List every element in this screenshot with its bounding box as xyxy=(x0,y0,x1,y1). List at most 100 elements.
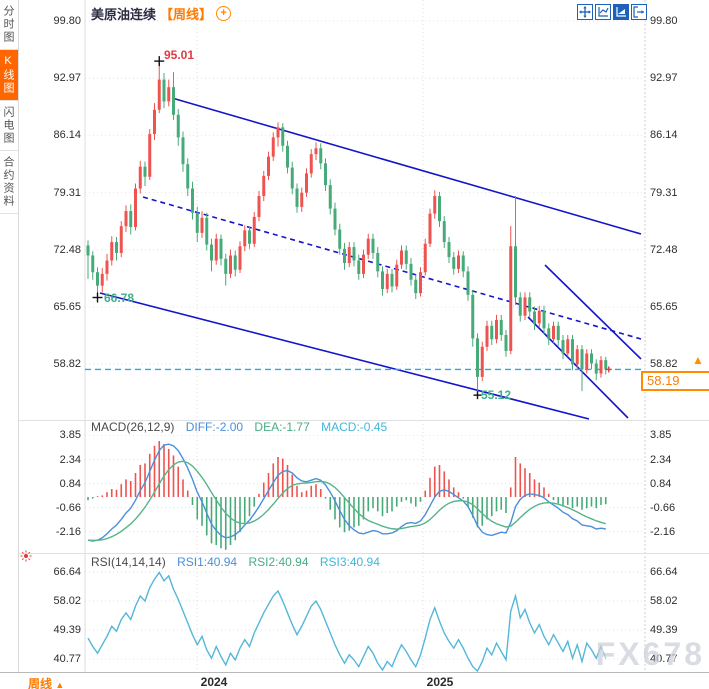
candle xyxy=(290,167,294,189)
candle xyxy=(547,328,551,340)
candle xyxy=(533,311,536,324)
macd-name: MACD(26,12,9) xyxy=(91,420,175,434)
candle xyxy=(328,185,332,209)
macd-y-axis-label: 2.34 xyxy=(59,453,81,466)
candle xyxy=(119,226,123,253)
candle xyxy=(466,271,470,295)
trend-line xyxy=(527,316,629,419)
candle xyxy=(366,238,370,255)
candle xyxy=(552,325,555,340)
macd-dea-line xyxy=(87,460,606,542)
rsi-name: RSI(14,14,14) xyxy=(91,555,166,569)
candle xyxy=(229,255,232,274)
main-y-axis-label: 79.31 xyxy=(650,186,678,199)
candle xyxy=(172,87,175,115)
trend-line xyxy=(544,264,642,360)
separator-macd-rsi[interactable] xyxy=(18,553,709,554)
candle xyxy=(423,243,427,273)
candle xyxy=(447,242,451,258)
candle xyxy=(110,242,114,261)
candle xyxy=(352,247,356,261)
candle xyxy=(214,238,218,261)
exit-right-icon[interactable] xyxy=(631,4,647,20)
sidebar-tab-lightning-chart[interactable]: 闪电图 xyxy=(0,101,18,151)
candle xyxy=(305,173,308,193)
macd-diff-line xyxy=(87,443,606,542)
candle xyxy=(485,325,489,347)
candle xyxy=(599,360,603,374)
main-y-axis-label: 58.82 xyxy=(53,358,81,371)
candle xyxy=(461,255,465,272)
rsi-header: RSI(14,14,14) RSI1:40.94 RSI2:40.94 RSI3… xyxy=(91,555,380,569)
candle xyxy=(537,310,541,324)
macd-y-axis-label: -2.16 xyxy=(55,525,81,538)
candle xyxy=(281,127,285,146)
axis-scale-icon[interactable] xyxy=(595,4,611,20)
candle xyxy=(409,263,413,280)
candle xyxy=(433,196,437,214)
pan-crosshair-icon[interactable] xyxy=(577,4,593,20)
macd-y-axis-label: -0.66 xyxy=(55,501,81,514)
macd-dea-value: DEA:-1.77 xyxy=(254,420,310,434)
candle xyxy=(257,196,261,217)
candle xyxy=(86,245,90,256)
candle xyxy=(176,114,180,138)
candle xyxy=(300,192,304,207)
macd-y-axis-label: 3.85 xyxy=(59,429,81,442)
candle xyxy=(271,137,275,157)
candle xyxy=(556,325,560,341)
indicator-settings-icon[interactable] xyxy=(20,549,32,567)
candle xyxy=(575,349,579,365)
sidebar-tab-time-chart[interactable]: 分时图 xyxy=(0,0,18,50)
candle xyxy=(267,156,270,176)
candle xyxy=(561,340,565,354)
candle xyxy=(210,244,213,261)
candle xyxy=(276,127,280,138)
candle xyxy=(153,109,156,135)
trend-line xyxy=(99,292,590,420)
chart-toolbar xyxy=(577,4,647,20)
candle xyxy=(148,134,152,177)
candle xyxy=(381,271,384,289)
main-y-axis-label: 99.80 xyxy=(650,15,678,27)
candle xyxy=(585,353,589,370)
candle xyxy=(523,297,527,316)
chart-title-bar: 美原油连续 【周线】 + xyxy=(91,4,232,23)
candle xyxy=(414,279,418,294)
candle xyxy=(509,246,513,351)
timeframe-selector[interactable]: 周线 ▲ xyxy=(28,677,65,689)
sidebar-tab-contract-info[interactable]: 合约资料 xyxy=(0,151,18,214)
candle xyxy=(195,212,199,233)
sidebar-tab-kline-chart[interactable]: K线图 xyxy=(0,50,18,101)
main-y-axis-label: 92.97 xyxy=(53,72,81,85)
candle xyxy=(400,250,403,265)
current-price-badge: 58.19 xyxy=(641,371,709,392)
macd-diff-value: DIFF:-2.00 xyxy=(185,420,244,434)
candle xyxy=(395,264,399,287)
candle xyxy=(518,297,522,316)
candle xyxy=(181,137,185,165)
axis-scale-active-icon[interactable] xyxy=(613,4,629,20)
separator-main-macd[interactable] xyxy=(18,420,709,421)
candle xyxy=(138,166,142,189)
timeframe-label: 【周线】 xyxy=(160,7,213,22)
candle xyxy=(471,294,475,339)
candle xyxy=(490,325,494,340)
rsi3-value: RSI3:40.94 xyxy=(319,555,380,569)
candle xyxy=(286,145,289,168)
candle xyxy=(191,188,194,213)
candle xyxy=(319,148,323,164)
candle xyxy=(452,257,456,269)
candle xyxy=(385,273,389,289)
candle xyxy=(224,258,228,274)
rsi-y-axis-label: 49.39 xyxy=(53,623,81,636)
candle xyxy=(134,188,137,228)
candle xyxy=(495,319,498,340)
candle xyxy=(186,164,190,189)
x-axis-year-label: 2024 xyxy=(200,675,228,689)
candle xyxy=(105,260,109,274)
candle xyxy=(376,252,380,272)
add-indicator-icon[interactable]: + xyxy=(216,6,232,21)
candle xyxy=(243,230,247,247)
